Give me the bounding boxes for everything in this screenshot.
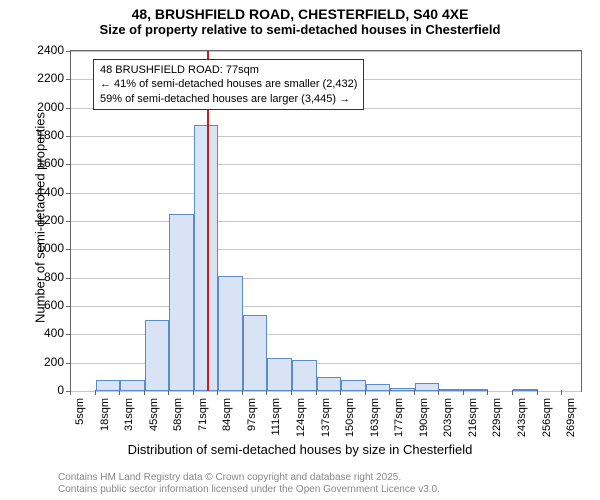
x-tick-label: 111sqm	[270, 398, 282, 436]
x-tick-mark	[242, 390, 243, 395]
x-tick-mark	[193, 390, 194, 395]
x-tick-label: 203sqm	[442, 398, 454, 437]
x-tick-mark	[414, 390, 415, 395]
x-tick-mark	[537, 390, 538, 395]
x-tick-mark	[316, 390, 317, 395]
x-tick-label: 163sqm	[369, 398, 381, 437]
x-tick-labels: 5sqm 18sqm 31sqm 45sqm 58sqm 71sqm 84sqm 97sqm 1…	[0, 0, 600, 500]
x-tick-mark	[463, 390, 464, 395]
x-tick-mark	[266, 390, 267, 395]
x-tick-label: 124sqm	[295, 398, 307, 437]
x-tick-mark	[119, 390, 120, 395]
x-tick-mark	[168, 390, 169, 395]
x-tick-label: 137sqm	[320, 398, 332, 437]
footer-attribution: Contains HM Land Registry data © Crown c…	[58, 472, 440, 496]
x-tick-label: 150sqm	[344, 398, 356, 437]
x-tick-label: 31sqm	[123, 398, 135, 431]
x-tick-label: 177sqm	[393, 398, 405, 437]
x-tick-mark	[389, 390, 390, 395]
footer-line-2: Contains public sector information licen…	[58, 484, 440, 496]
footer-line-1: Contains HM Land Registry data © Crown c…	[58, 472, 440, 484]
x-tick-label: 18sqm	[99, 398, 111, 431]
x-tick-label: 190sqm	[418, 398, 430, 437]
x-tick-label: 256sqm	[541, 398, 553, 437]
x-tick-mark	[561, 390, 562, 395]
x-tick-label: 84sqm	[221, 398, 233, 431]
x-tick-mark	[340, 390, 341, 395]
x-tick-mark	[438, 390, 439, 395]
x-tick-label: 229sqm	[491, 398, 503, 437]
x-tick-mark	[95, 390, 96, 395]
x-tick-mark	[487, 390, 488, 395]
x-tick-mark	[144, 390, 145, 395]
x-tick-label: 216sqm	[467, 398, 479, 437]
x-tick-mark	[365, 390, 366, 395]
x-axis-label: Distribution of semi-detached houses by …	[0, 442, 600, 457]
x-tick-label: 269sqm	[565, 398, 577, 437]
chart-container: 48, BRUSHFIELD ROAD, CHESTERFIELD, S40 4…	[0, 0, 600, 500]
x-tick-label: 5sqm	[74, 398, 86, 425]
x-tick-label: 58sqm	[172, 398, 184, 431]
x-tick-label: 243sqm	[516, 398, 528, 437]
x-tick-label: 71sqm	[197, 398, 209, 431]
x-tick-mark	[217, 390, 218, 395]
x-tick-mark	[291, 390, 292, 395]
x-tick-label: 97sqm	[246, 398, 258, 431]
x-tick-mark	[70, 390, 71, 395]
x-tick-label: 45sqm	[148, 398, 160, 431]
x-tick-mark	[512, 390, 513, 395]
